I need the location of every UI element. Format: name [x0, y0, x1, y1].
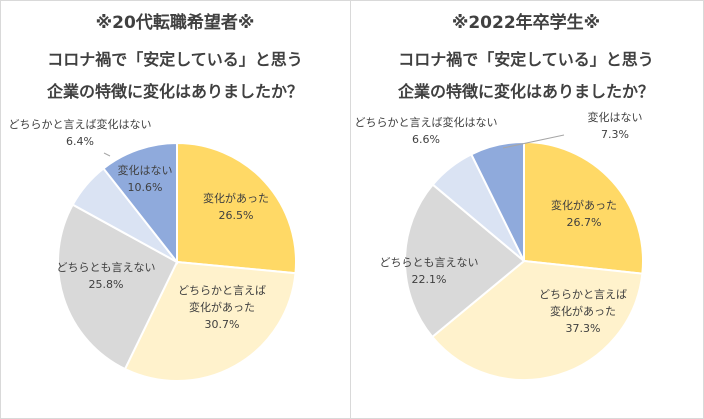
data-label-category: 変化があった	[551, 198, 617, 212]
chart-title-line-2: コロナ禍で「安定している」と思う	[398, 50, 654, 69]
chart-panel-left: ※20代転職希望者※ コロナ禍で「安定している」と思う 企業の特徴に変化はありま…	[0, 0, 350, 419]
chart-title-line-2: コロナ禍で「安定している」と思う	[47, 50, 303, 69]
data-label-category: 変化はない	[118, 163, 173, 177]
pie-chart-left: 変化があった26.5%どちらかと言えば変化があった30.7%どちらとも言えない2…	[9, 117, 297, 382]
data-label-category: どちらとも言えない	[57, 261, 156, 274]
data-label-value: 6.4%	[66, 135, 94, 148]
data-label-value: 26.5%	[219, 209, 254, 222]
data-label-category: どちらかと言えば変化はない	[355, 115, 498, 129]
data-label-value: 25.8%	[89, 278, 124, 291]
data-label-category: 変化があった	[550, 304, 616, 318]
pie-slice	[404, 183, 526, 339]
chart-title-line-1: ※2022年卒学生※	[451, 13, 601, 33]
data-label-category: どちらとも言えない	[380, 256, 479, 269]
data-label-value: 6.6%	[412, 133, 440, 146]
data-label-value: 10.6%	[128, 181, 163, 194]
chart-panel-right: ※2022年卒学生※ コロナ禍で「安定している」と思う 企業の特徴に変化はありま…	[351, 0, 701, 419]
chart-title-line-1: ※20代転職希望者※	[95, 13, 255, 33]
data-label-category: 変化があった	[189, 300, 255, 314]
chart-title-line-3: 企業の特徴に変化はありましたか？	[397, 82, 654, 101]
data-label-category: 変化はない	[588, 110, 643, 124]
data-label-category: 変化があった	[203, 191, 269, 205]
pie-slice	[430, 259, 644, 381]
data-label-category: どちらかと言えば	[178, 284, 266, 297]
data-label-category: どちらかと言えば変化はない	[9, 117, 152, 131]
data-label-value: 22.1%	[412, 273, 447, 286]
pie-slice	[523, 140, 644, 275]
leader-line	[103, 152, 111, 157]
data-label-value: 7.3%	[601, 128, 629, 141]
panel-divider	[350, 0, 351, 419]
pie-slice	[469, 140, 525, 262]
pie-slice	[176, 141, 297, 275]
data-label-category: どちらかと言えば	[539, 288, 627, 301]
pie-slice	[102, 141, 178, 265]
data-label-value: 30.7%	[205, 318, 240, 331]
chart-title-line-3: 企業の特徴に変化はありましたか？	[46, 82, 303, 101]
leader-line	[502, 134, 565, 149]
data-label-value: 26.7%	[567, 216, 602, 229]
pie-slice	[123, 260, 297, 382]
data-label-value: 37.3%	[566, 322, 601, 335]
